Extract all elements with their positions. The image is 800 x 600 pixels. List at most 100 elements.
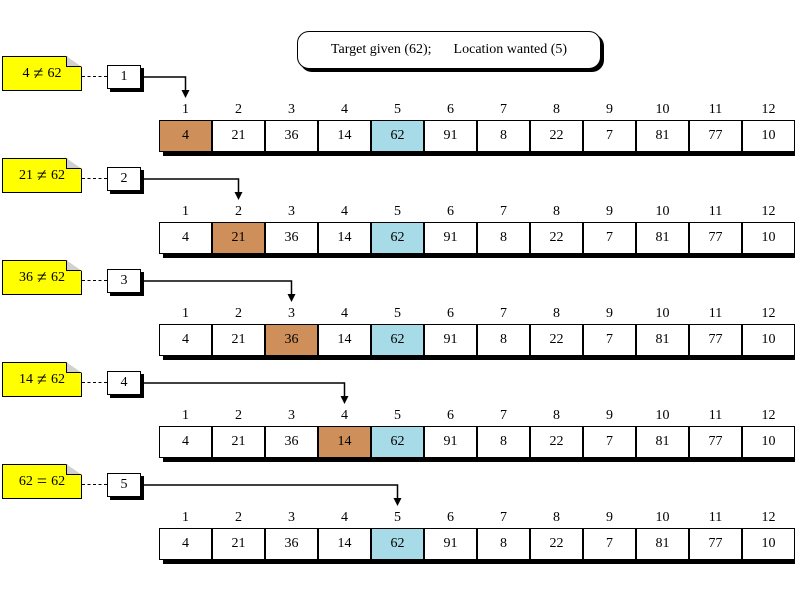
array-cell: 62 bbox=[371, 222, 424, 254]
index-label: 6 bbox=[447, 204, 454, 219]
index-label: 9 bbox=[606, 204, 613, 219]
array-cell: 36 bbox=[265, 222, 318, 254]
index-label: 1 bbox=[182, 510, 189, 525]
array-cell: 4 bbox=[159, 528, 212, 560]
array-cell: 7 bbox=[583, 426, 636, 458]
array-cell: 77 bbox=[689, 426, 742, 458]
index-label: 5 bbox=[394, 408, 401, 423]
array-cell: 62 bbox=[371, 426, 424, 458]
index-label: 4 bbox=[341, 102, 348, 117]
array-cell: 22 bbox=[530, 222, 583, 254]
array-cell: 7 bbox=[583, 324, 636, 356]
array-cell: 14 bbox=[318, 222, 371, 254]
arrow-head bbox=[340, 396, 349, 404]
array-cell: 62 bbox=[371, 324, 424, 356]
array-cell: 22 bbox=[530, 426, 583, 458]
array-row: 4 21 36 14 62 91 8 22 7 81 77 10 bbox=[159, 120, 795, 152]
index-label: 11 bbox=[708, 204, 723, 219]
index-label: 5 bbox=[394, 510, 401, 525]
index-label: 8 bbox=[553, 306, 560, 321]
step-number-box: 5 bbox=[107, 473, 141, 497]
index-label: 8 bbox=[553, 204, 560, 219]
arrow-head bbox=[181, 90, 190, 98]
index-label: 11 bbox=[708, 408, 723, 423]
array-cell: 10 bbox=[742, 426, 795, 458]
index-label: 4 bbox=[341, 204, 348, 219]
index-label: 3 bbox=[288, 510, 295, 525]
index-label: 6 bbox=[447, 102, 454, 117]
index-label: 11 bbox=[708, 510, 723, 525]
array-cell: 14 bbox=[318, 120, 371, 152]
array-cell: 8 bbox=[477, 426, 530, 458]
array-cell: 4 bbox=[159, 222, 212, 254]
index-label: 2 bbox=[235, 510, 242, 525]
comparison-note: 62 = 62 bbox=[2, 464, 82, 499]
comparison-right: 62 bbox=[50, 269, 65, 285]
note-connector bbox=[82, 76, 107, 77]
pointer-arrow bbox=[144, 76, 187, 92]
comparison-left: 36 bbox=[19, 269, 34, 285]
array-cell: 10 bbox=[742, 528, 795, 560]
index-label: 8 bbox=[553, 102, 560, 117]
target-label: Target given (62); bbox=[330, 42, 432, 57]
index-label: 8 bbox=[553, 408, 560, 423]
index-label: 5 bbox=[394, 102, 401, 117]
step-number-box: 4 bbox=[107, 371, 141, 395]
index-label: 9 bbox=[606, 510, 613, 525]
step-number-box: 1 bbox=[107, 65, 141, 89]
index-label: 9 bbox=[606, 408, 613, 423]
arrow-head bbox=[287, 294, 296, 302]
index-label: 3 bbox=[288, 204, 295, 219]
index-label: 3 bbox=[288, 102, 295, 117]
comparison-left: 21 bbox=[19, 167, 34, 183]
array-cell: 21 bbox=[212, 324, 265, 356]
index-label: 12 bbox=[761, 306, 776, 321]
index-label: 12 bbox=[761, 408, 776, 423]
location-label: Location wanted (5) bbox=[453, 42, 568, 57]
array-cell: 10 bbox=[742, 324, 795, 356]
array-cell: 8 bbox=[477, 222, 530, 254]
array-row: 4 21 36 14 62 91 8 22 7 81 77 10 bbox=[159, 222, 795, 254]
index-label: 6 bbox=[447, 306, 454, 321]
array-cell: 8 bbox=[477, 528, 530, 560]
array-cell: 62 bbox=[371, 120, 424, 152]
index-label: 1 bbox=[182, 102, 189, 117]
index-label: 4 bbox=[341, 510, 348, 525]
array-cell: 91 bbox=[424, 426, 477, 458]
array-cell: 81 bbox=[636, 324, 689, 356]
array-row: 4 21 36 14 62 91 8 22 7 81 77 10 bbox=[159, 324, 795, 356]
index-label: 2 bbox=[235, 102, 242, 117]
index-label: 11 bbox=[708, 102, 723, 117]
array-cell: 21 bbox=[212, 426, 265, 458]
index-label: 3 bbox=[288, 306, 295, 321]
index-label: 7 bbox=[500, 408, 507, 423]
pointer-arrow bbox=[144, 382, 346, 398]
comparison-operator: ≠ bbox=[33, 63, 44, 83]
step-number-box: 3 bbox=[107, 269, 141, 293]
index-label: 4 bbox=[341, 306, 348, 321]
array-cell: 91 bbox=[424, 222, 477, 254]
array-cell: 62 bbox=[371, 528, 424, 560]
array-cell: 91 bbox=[424, 528, 477, 560]
index-label: 11 bbox=[708, 306, 723, 321]
array-cell: 36 bbox=[265, 426, 318, 458]
index-label: 9 bbox=[606, 306, 613, 321]
array-cell: 4 bbox=[159, 324, 212, 356]
array-cell: 10 bbox=[742, 120, 795, 152]
index-label: 10 bbox=[655, 408, 670, 423]
comparison-operator: ≠ bbox=[37, 267, 47, 287]
header-box: Target given (62); Location wanted (5) bbox=[297, 31, 601, 69]
index-label: 1 bbox=[182, 408, 189, 423]
array-cell: 91 bbox=[424, 120, 477, 152]
comparison-operator: = bbox=[36, 471, 48, 491]
arrow-head bbox=[393, 498, 402, 506]
array-cell: 21 bbox=[212, 120, 265, 152]
array-cell: 7 bbox=[583, 222, 636, 254]
array-row: 4 21 36 14 62 91 8 22 7 81 77 10 bbox=[159, 426, 795, 458]
array-cell: 81 bbox=[636, 426, 689, 458]
index-label: 1 bbox=[182, 204, 189, 219]
array-cell: 4 bbox=[159, 120, 212, 152]
index-label: 7 bbox=[500, 510, 507, 525]
